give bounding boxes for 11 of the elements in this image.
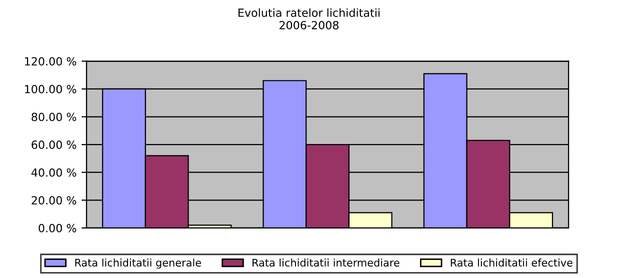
y-tick-label: 60.00 %: [32, 140, 76, 149]
legend-label: Rata lichiditatii efective: [450, 258, 572, 267]
y-tick-label: 100.00 %: [25, 84, 76, 94]
legend-label: Rata lichiditatii generale: [75, 258, 201, 269]
y-tick-label: 40.00 %: [31, 168, 76, 177]
y-tick-label: 80.00 %: [32, 112, 76, 122]
legend-label: Rata lichiditatii intermediare: [252, 258, 400, 267]
chart-title: Evolutia ratelor lichiditatii 2006-2008: [238, 8, 380, 30]
y-tick-label: 0.00 %: [38, 224, 76, 232]
y-tick-label: 20.00 %: [32, 196, 76, 205]
y-tick-label: 120.00 %: [25, 57, 76, 66]
